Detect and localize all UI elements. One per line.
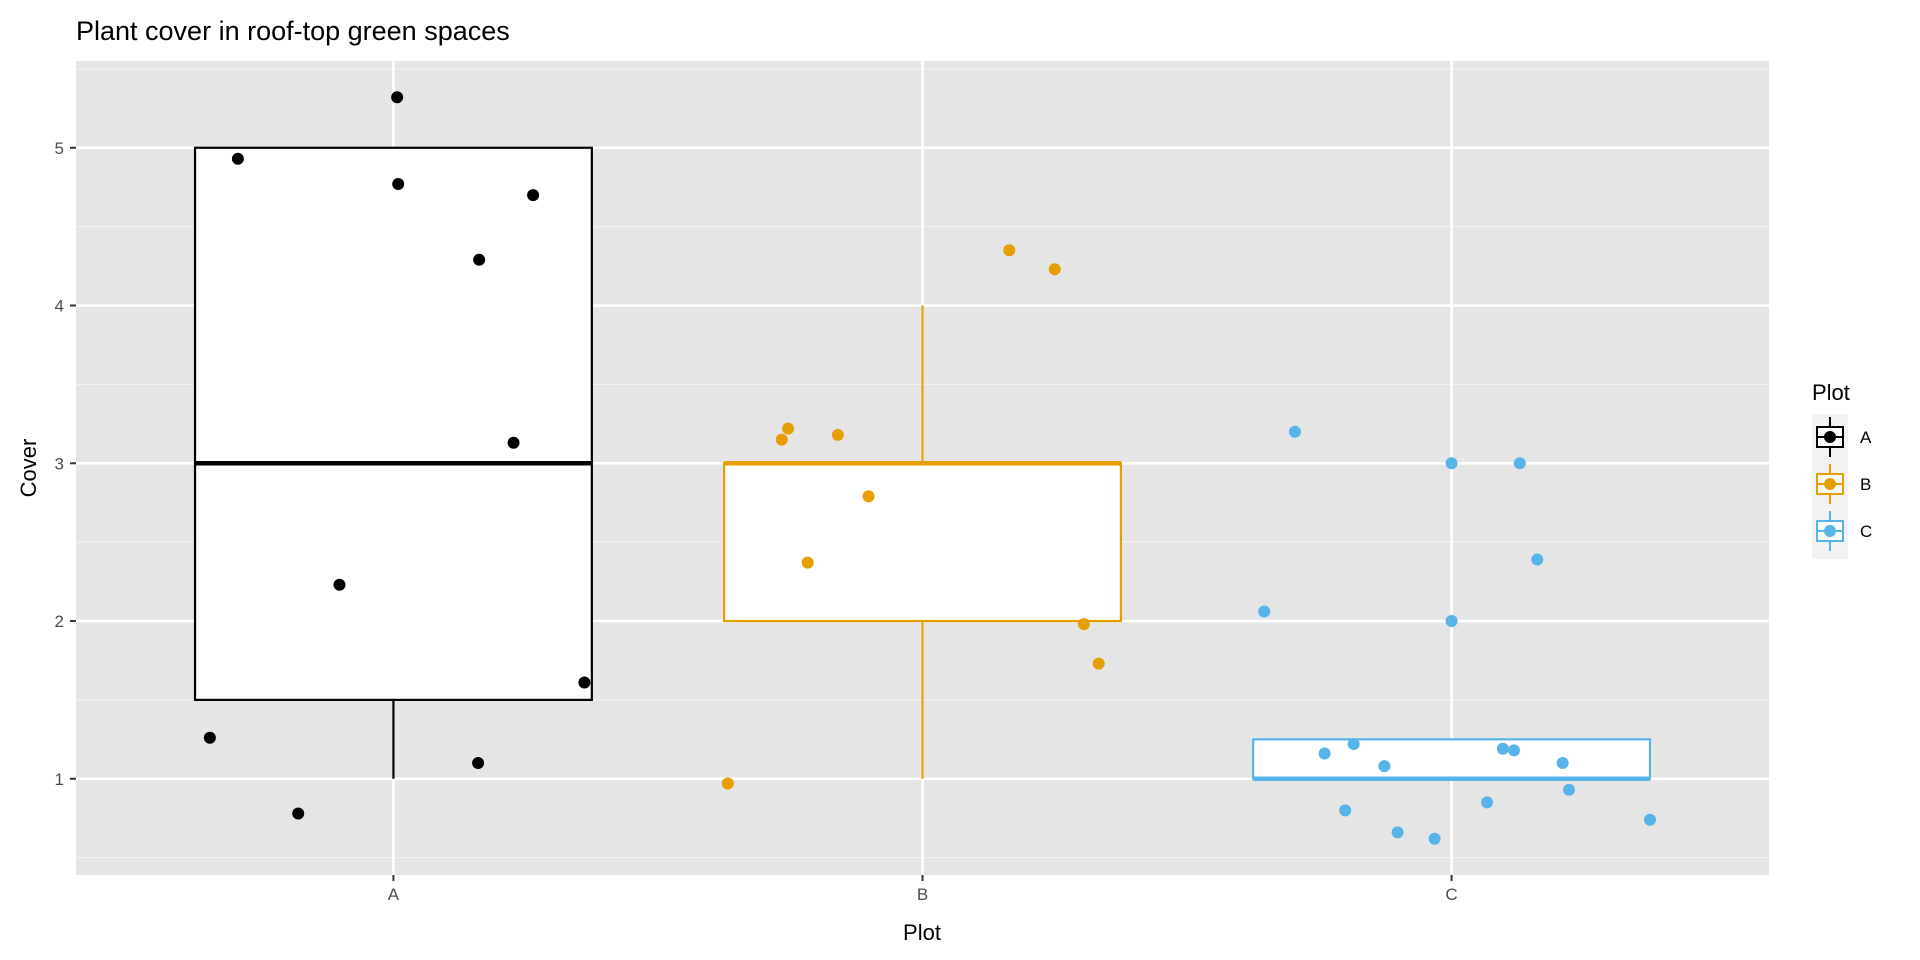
box-B: [723, 305, 1122, 779]
legend-point: [1824, 431, 1836, 443]
data-point-C: [1378, 760, 1391, 773]
x-axis-label: Plot: [903, 920, 941, 945]
data-point-A: [473, 253, 486, 266]
x-tick-label: B: [917, 885, 928, 904]
legend-label: C: [1860, 522, 1872, 541]
legend-key-B: [1812, 461, 1848, 506]
data-point-C: [1318, 747, 1331, 760]
data-point-C: [1531, 553, 1544, 566]
data-point-C: [1288, 425, 1301, 438]
data-point-B: [1048, 263, 1061, 276]
y-tick-label: 1: [55, 770, 64, 789]
data-point-A: [292, 807, 305, 820]
data-point-A: [578, 676, 591, 689]
data-point-C: [1347, 738, 1360, 751]
legend-title: Plot: [1812, 380, 1850, 405]
data-point-C: [1507, 744, 1520, 757]
x-tick-label: C: [1445, 885, 1457, 904]
data-point-A: [203, 731, 216, 744]
box-iqr: [193, 146, 593, 701]
data-point-C: [1339, 804, 1352, 817]
data-point-B: [801, 556, 814, 569]
data-point-C: [1481, 796, 1494, 809]
data-point-B: [782, 422, 795, 435]
legend-point: [1824, 525, 1836, 537]
y-tick-label: 3: [55, 454, 64, 473]
y-tick-label: 2: [55, 612, 64, 631]
data-point-C: [1445, 615, 1458, 628]
data-point-B: [862, 490, 875, 503]
data-point-C: [1258, 605, 1271, 618]
data-point-C: [1563, 783, 1576, 796]
box-A: [193, 146, 593, 779]
data-point-C: [1556, 756, 1569, 769]
data-point-A: [527, 189, 540, 202]
data-point-A: [333, 578, 346, 591]
data-point-A: [472, 756, 485, 769]
y-axis-label: Cover: [16, 439, 41, 498]
data-point-B: [1092, 657, 1105, 670]
legend-point: [1824, 478, 1836, 490]
data-point-C: [1643, 813, 1656, 826]
data-point-A: [391, 91, 404, 104]
data-point-B: [775, 433, 788, 446]
data-point-C: [1496, 742, 1509, 755]
data-point-B: [721, 777, 734, 790]
box-iqr: [723, 462, 1122, 623]
chart-title: Plant cover in roof-top green spaces: [76, 16, 510, 46]
legend-label: A: [1860, 428, 1872, 447]
data-point-B: [831, 428, 844, 441]
box-iqr: [1252, 738, 1652, 780]
legend-key-A: [1812, 414, 1848, 459]
y-tick-label: 4: [55, 297, 64, 316]
data-point-A: [392, 178, 405, 191]
data-point-C: [1513, 457, 1526, 470]
legend: Plot A B C: [1812, 380, 1872, 559]
box-C: [1252, 738, 1652, 782]
data-point-C: [1428, 832, 1441, 845]
x-tick-label: A: [388, 885, 400, 904]
data-point-B: [1077, 618, 1090, 631]
data-point-B: [1003, 244, 1016, 257]
data-point-C: [1391, 826, 1404, 839]
data-point-A: [231, 152, 244, 165]
legend-label: B: [1860, 475, 1871, 494]
data-point-C: [1445, 457, 1458, 470]
data-point-A: [507, 436, 520, 449]
y-tick-label: 5: [55, 139, 64, 158]
legend-key-C: [1812, 508, 1848, 553]
